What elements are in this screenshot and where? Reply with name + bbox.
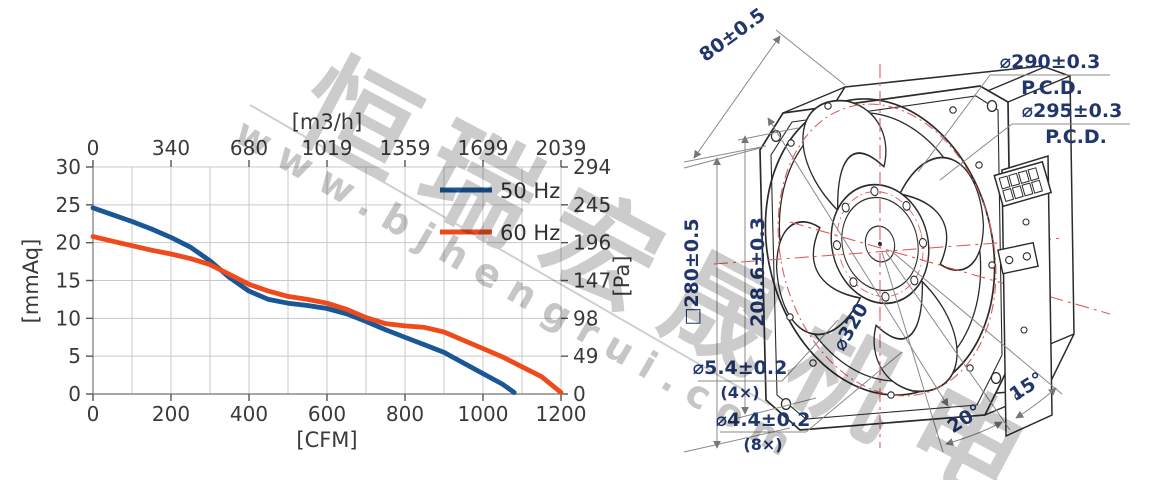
y-left-tick: 15	[56, 269, 81, 293]
y-left-tick: 10	[56, 306, 81, 330]
x-bottom-tick: 0	[87, 402, 100, 426]
x-top-tick: 0	[87, 136, 100, 160]
x-top-tick: 340	[152, 136, 190, 160]
mounting-bracket	[997, 241, 1039, 275]
dim-hole-a-count: (4×)	[720, 383, 759, 402]
chart-gridlines	[92, 166, 562, 395]
dim-hole-a-label: ⌀5.4±0.2	[693, 357, 788, 379]
dim-inner-label: 208.6±0.3	[747, 217, 769, 327]
legend-label-1: 50 Hz	[500, 179, 560, 203]
y-right-tick: 98	[573, 306, 598, 330]
y-right-tick: 147	[573, 269, 611, 293]
x-bottom-tick: 400	[230, 402, 268, 426]
y-right-tick: 0	[573, 382, 586, 406]
y-left-tick: 30	[56, 155, 81, 179]
dim-pcd290-label: ⌀290±0.3	[1000, 51, 1101, 73]
y-left-axis-title: [mmAq]	[19, 239, 43, 324]
dim-depth-label: 80±0.5	[695, 4, 769, 66]
dim-pcd295-label: ⌀295±0.3	[1022, 100, 1123, 122]
x-bottom-tick: 1000	[458, 402, 509, 426]
x-top-tick: 1019	[302, 136, 353, 160]
y-left-tick: 25	[56, 193, 81, 217]
fan-technical-drawing: 80±0.5 □280±0.5 208.6±0.3 ⌀290±0.3 P.C.D…	[681, 4, 1130, 454]
dim-hole-b-label: ⌀4.4±0.2	[716, 409, 811, 431]
x-bottom-tick: 600	[308, 402, 346, 426]
dim-pcd295-suffix: P.C.D.	[1045, 126, 1107, 148]
x-bottom-tick: 1200	[536, 402, 587, 426]
dim-frame-label: □280±0.5	[681, 218, 703, 325]
x-top-tick: 1359	[380, 136, 431, 160]
x-top-axis-title: [m3/h]	[292, 110, 363, 134]
legend-label-2: 60 Hz	[500, 221, 560, 245]
y-right-axis-title: [Pa]	[610, 256, 634, 297]
y-left-tick: 0	[68, 382, 81, 406]
x-top-tick: 680	[230, 136, 268, 160]
dim-hole-b-count: (8×)	[743, 435, 782, 454]
x-bottom-tick: 200	[152, 402, 190, 426]
y-right-tick: 196	[573, 231, 611, 255]
chart-legend: 50 Hz 60 Hz	[440, 179, 560, 245]
y-right-tick: 245	[573, 193, 611, 217]
dim-pcd290-suffix: P.C.D.	[1021, 77, 1083, 99]
x-bottom-axis-title: [CFM]	[296, 428, 357, 452]
x-top-tick: 1699	[458, 136, 509, 160]
terminal-block	[993, 160, 1053, 208]
y-left-tick: 20	[56, 231, 81, 255]
y-left-tick: 5	[68, 344, 81, 368]
x-bottom-tick: 800	[386, 402, 424, 426]
y-right-tick: 294	[573, 155, 611, 179]
y-right-tick: 49	[573, 344, 598, 368]
